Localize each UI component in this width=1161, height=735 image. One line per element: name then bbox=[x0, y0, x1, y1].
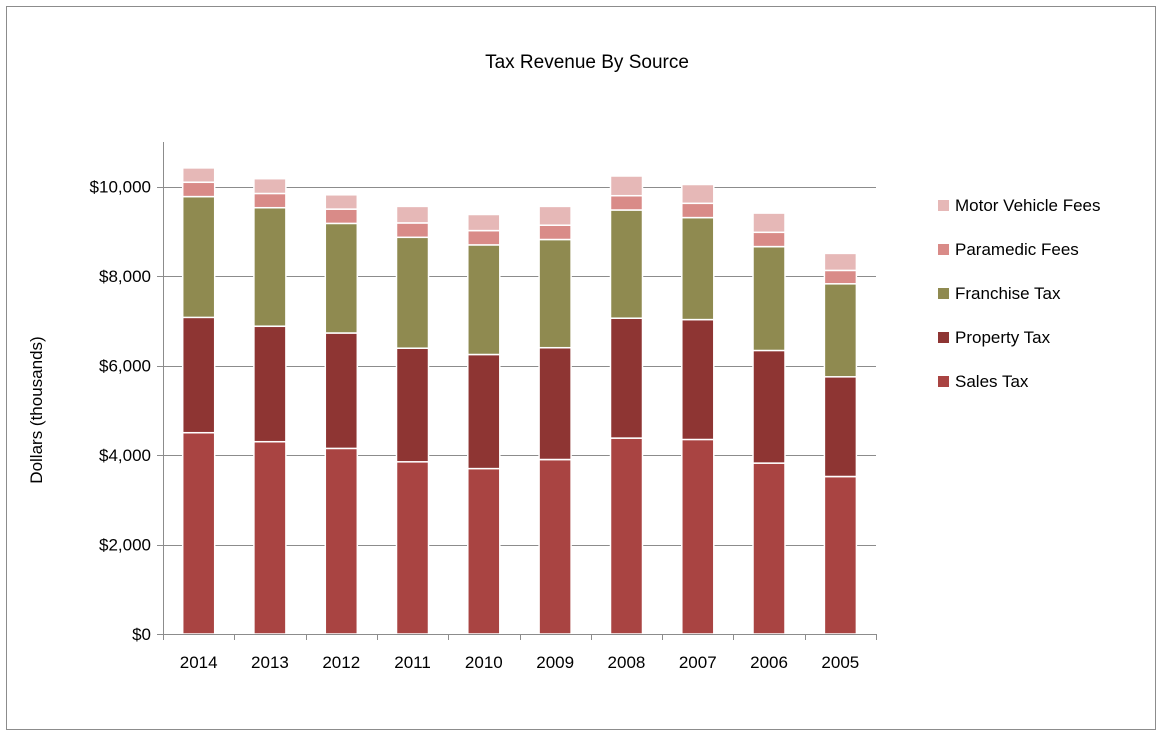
x-tick-label: 2005 bbox=[821, 653, 859, 672]
bar-segment bbox=[395, 222, 430, 239]
bar-segment bbox=[181, 316, 216, 434]
y-tick-labels: $0 $2,000 $4,000 $6,000 $8,000 $10,000 bbox=[90, 178, 151, 644]
bar-segment bbox=[395, 347, 430, 463]
bar-segment bbox=[752, 231, 786, 248]
bar-segment bbox=[181, 431, 216, 635]
bar-segment bbox=[467, 467, 501, 635]
y-tick-label: $2,000 bbox=[99, 536, 151, 555]
bar-segment bbox=[395, 461, 430, 635]
x-tick-label: 2007 bbox=[679, 653, 717, 672]
bar-segment bbox=[324, 194, 359, 210]
bar-segment bbox=[538, 238, 572, 349]
bar-segment bbox=[609, 209, 644, 319]
bar-segment bbox=[609, 437, 644, 635]
bar-segment bbox=[681, 183, 715, 205]
bar-segment bbox=[823, 252, 858, 272]
y-tick-label: $10,000 bbox=[90, 178, 151, 197]
bar-segment bbox=[253, 192, 287, 209]
legend-label: Property Tax bbox=[955, 328, 1051, 347]
bar-segment bbox=[253, 177, 287, 195]
bar-segment bbox=[253, 325, 287, 443]
x-tick-label: 2013 bbox=[251, 653, 289, 672]
bar-segment bbox=[538, 205, 572, 226]
bar-segment bbox=[681, 216, 715, 321]
bar-segment bbox=[467, 244, 501, 356]
bar-segment bbox=[324, 447, 359, 635]
bar-segment bbox=[324, 208, 359, 225]
bar-segment bbox=[467, 213, 501, 232]
x-tick-label: 2009 bbox=[536, 653, 574, 672]
bar-segment bbox=[823, 283, 858, 378]
bar-segment bbox=[752, 349, 786, 464]
x-tick-labels: 2014 2013 2012 2011 2010 2009 2008 2007 2006 2005 bbox=[180, 653, 860, 672]
x-tick-label: 2006 bbox=[750, 653, 788, 672]
legend-swatch bbox=[938, 332, 949, 343]
legend-swatch bbox=[938, 376, 949, 387]
legend: Motor Vehicle Fees Paramedic Fees Franchis… bbox=[938, 196, 1101, 391]
legend-swatch bbox=[938, 288, 949, 299]
bar-segment bbox=[752, 462, 786, 635]
bar-segment bbox=[324, 222, 359, 334]
legend-label: Paramedic Fees bbox=[955, 240, 1079, 259]
y-tick-label: $0 bbox=[132, 625, 151, 644]
legend-label: Franchise Tax bbox=[955, 284, 1061, 303]
bar-segment bbox=[752, 212, 786, 234]
x-tick-label: 2014 bbox=[180, 653, 218, 672]
bar-segment bbox=[538, 346, 572, 461]
legend-label: Motor Vehicle Fees bbox=[955, 196, 1101, 215]
y-tick-label: $6,000 bbox=[99, 357, 151, 376]
bar-segment bbox=[395, 205, 430, 224]
bar-segment bbox=[538, 224, 572, 241]
y-tick-label: $4,000 bbox=[99, 446, 151, 465]
bar-segment bbox=[181, 181, 216, 198]
bar-segment bbox=[467, 353, 501, 470]
bar-segment bbox=[467, 229, 501, 246]
bar-segment bbox=[538, 458, 572, 635]
bar-segment bbox=[395, 236, 430, 349]
bar-segment bbox=[681, 202, 715, 219]
bar-segment bbox=[253, 206, 287, 327]
bar-segment bbox=[181, 167, 216, 183]
x-tick-label: 2010 bbox=[465, 653, 503, 672]
bar-segment bbox=[609, 317, 644, 439]
legend-label: Sales Tax bbox=[955, 372, 1029, 391]
bar-segment bbox=[181, 195, 216, 319]
bar-segment bbox=[823, 269, 858, 285]
y-tick-label: $8,000 bbox=[99, 267, 151, 286]
bar-segment bbox=[823, 475, 858, 635]
x-tick-label: 2012 bbox=[322, 653, 360, 672]
bar-segment bbox=[324, 332, 359, 450]
bar-segment bbox=[681, 318, 715, 441]
legend-swatch bbox=[938, 200, 949, 211]
x-tick-label: 2011 bbox=[394, 653, 431, 672]
y-axis-title: Dollars (thousands) bbox=[27, 336, 46, 483]
bar-segment bbox=[253, 440, 287, 635]
x-tick-label: 2008 bbox=[608, 653, 646, 672]
axes bbox=[157, 142, 877, 640]
bar-segment bbox=[681, 438, 715, 635]
bar-segment bbox=[752, 245, 786, 352]
bar-segment bbox=[823, 376, 858, 478]
legend-swatch bbox=[938, 244, 949, 255]
chart-title: Tax Revenue By Source bbox=[485, 52, 689, 73]
bar-segment bbox=[609, 175, 644, 197]
bar-segment bbox=[609, 194, 644, 211]
bars bbox=[181, 167, 858, 635]
